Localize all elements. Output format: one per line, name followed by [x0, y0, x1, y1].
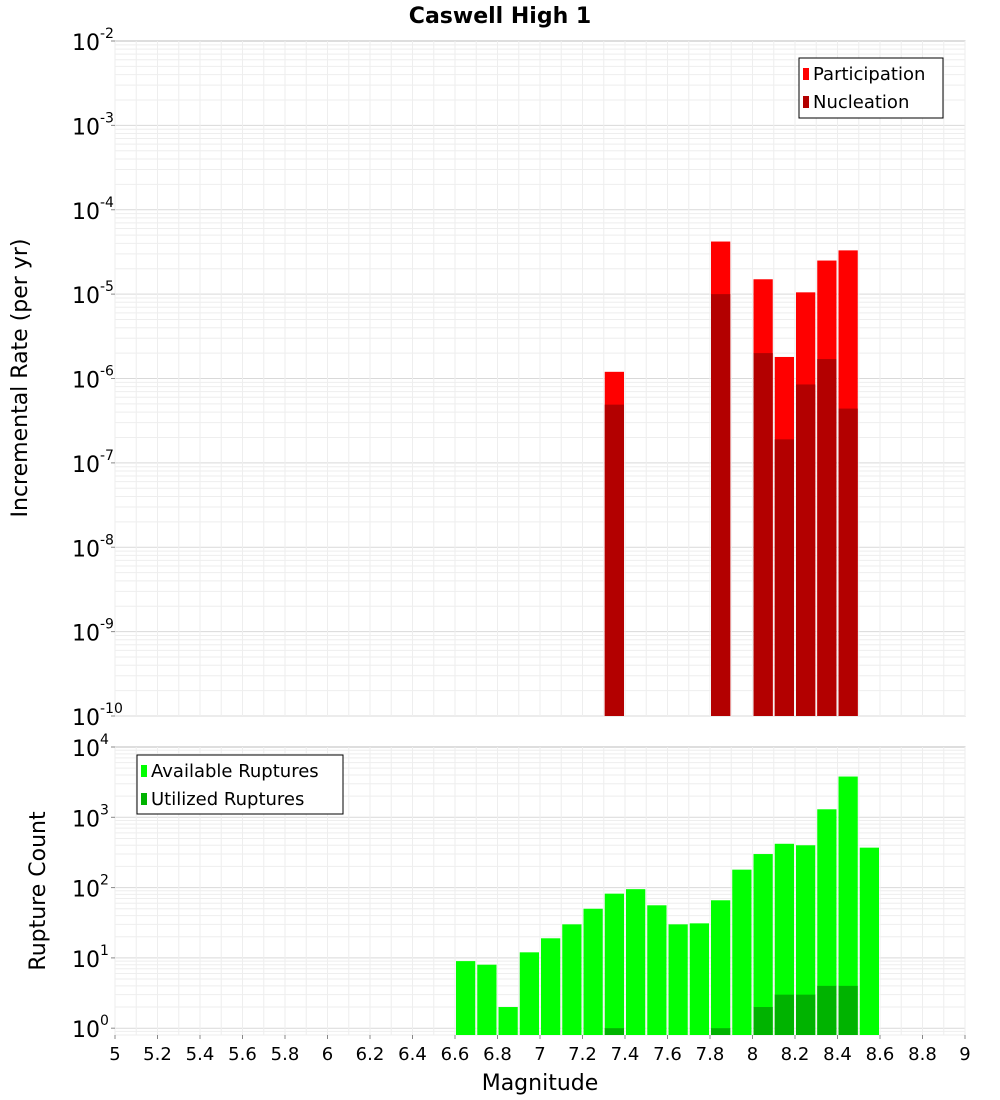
- count-bars: [456, 776, 879, 1035]
- rate-grid: [114, 41, 966, 717]
- bar-available-ruptures: [626, 889, 646, 1035]
- bar-available-ruptures: [774, 843, 794, 1035]
- x-tick-label: 6.4: [398, 1044, 427, 1065]
- bar-available-ruptures: [668, 924, 688, 1035]
- x-tick-label: 7.2: [568, 1044, 597, 1065]
- legend-label: Available Ruptures: [151, 761, 319, 782]
- legend-swatch: [803, 68, 809, 80]
- x-tick-label: 8.4: [823, 1044, 852, 1065]
- bar-utilized-ruptures: [796, 994, 816, 1035]
- bar-nucleation: [753, 353, 773, 716]
- count-panel: 100 101 102 103 104 5 5.2 5.4 5.6 5.8 6 6.2 6.4 6.6 6…: [26, 732, 971, 1096]
- bar-available-ruptures: [859, 847, 879, 1035]
- x-tick-label: 9: [959, 1044, 970, 1065]
- bar-available-ruptures: [796, 845, 816, 1035]
- legend-swatch: [803, 96, 809, 108]
- y-tick-label: 102: [72, 873, 109, 903]
- x-tick-label: 5.6: [228, 1044, 257, 1065]
- bar-available-ruptures: [689, 923, 709, 1035]
- bar-available-ruptures: [604, 893, 624, 1035]
- bar-available-ruptures: [817, 809, 837, 1035]
- bar-utilized-ruptures: [838, 985, 858, 1035]
- rate-y-axis-label: Incremental Rate (per yr): [8, 239, 33, 518]
- bar-available-ruptures: [647, 905, 667, 1035]
- magnitude-x-axis-label: Magnitude: [482, 1071, 599, 1096]
- rate-bars: [604, 241, 858, 717]
- y-tick-label: 10-7: [72, 448, 114, 478]
- x-tick-label: 7.6: [653, 1044, 682, 1065]
- bar-available-ruptures: [732, 869, 752, 1035]
- legend-label: Nucleation: [813, 92, 909, 113]
- bar-available-ruptures: [753, 854, 773, 1035]
- legend-box: [136, 754, 344, 815]
- x-tick-label: 8: [747, 1044, 758, 1065]
- count-y-ticks: 100 101 102 103 104: [72, 732, 115, 1043]
- bar-utilized-ruptures: [774, 994, 794, 1035]
- x-tick-label: 5.4: [186, 1044, 215, 1065]
- x-tick-label: 6.2: [356, 1044, 385, 1065]
- y-tick-label: 103: [72, 802, 109, 832]
- bar-nucleation: [774, 439, 794, 716]
- legend-label: Participation: [813, 64, 925, 85]
- x-tick-label: 5.2: [143, 1044, 172, 1065]
- x-tick-label: 6.6: [441, 1044, 470, 1065]
- y-tick-label: 104: [72, 732, 109, 762]
- bar-available-ruptures: [519, 952, 539, 1035]
- y-tick-label: 10-9: [72, 617, 114, 647]
- y-tick-label: 10-8: [72, 532, 114, 562]
- legend-label: Utilized Ruptures: [151, 789, 304, 810]
- y-tick-label: 10-3: [72, 110, 114, 140]
- y-tick-label: 10-6: [72, 364, 114, 394]
- bar-available-ruptures: [583, 908, 603, 1035]
- bar-nucleation: [711, 294, 731, 716]
- bar-available-ruptures: [456, 961, 476, 1035]
- x-tick-label: 7: [534, 1044, 545, 1065]
- rate-legend: Participation Nucleation: [798, 57, 944, 119]
- bar-utilized-ruptures: [817, 985, 837, 1035]
- magnitude-x-ticks: 5 5.2 5.4 5.6 5.8 6 6.2 6.4 6.6 6.8 7 7.2 7.4 7.6 7.8 8…: [109, 1035, 971, 1065]
- x-tick-label: 6: [322, 1044, 333, 1065]
- bar-available-ruptures: [711, 900, 731, 1035]
- y-tick-label: 100: [72, 1013, 109, 1043]
- count-y-axis-label: Rupture Count: [26, 811, 51, 971]
- legend-swatch: [141, 793, 147, 805]
- legend-box: [798, 57, 944, 119]
- x-tick-label: 5.8: [271, 1044, 300, 1065]
- bar-utilized-ruptures: [604, 1028, 624, 1035]
- y-tick-label: 10-5: [72, 279, 114, 309]
- bar-available-ruptures: [498, 1007, 518, 1035]
- bar-nucleation: [838, 408, 858, 716]
- count-legend: Available Ruptures Utilized Ruptures: [136, 754, 344, 815]
- y-tick-label: 10-4: [72, 195, 114, 225]
- bar-nucleation: [796, 384, 816, 716]
- x-tick-label: 8.8: [908, 1044, 937, 1065]
- bar-available-ruptures: [562, 924, 582, 1035]
- x-tick-label: 8.6: [866, 1044, 895, 1065]
- y-tick-label: 10-10: [72, 701, 123, 731]
- legend-swatch: [141, 765, 147, 777]
- y-tick-label: 101: [72, 943, 109, 973]
- bar-utilized-ruptures: [711, 1028, 731, 1035]
- x-tick-label: 7.4: [611, 1044, 640, 1065]
- bar-nucleation: [817, 359, 837, 716]
- x-tick-label: 5: [109, 1044, 120, 1065]
- rate-panel: 10-10 10-9 10-8 10-7 10-6 10-5 10-4 10-3 10-2 In…: [8, 26, 966, 731]
- x-tick-label: 6.8: [483, 1044, 512, 1065]
- x-tick-label: 8.2: [781, 1044, 810, 1065]
- bar-nucleation: [604, 404, 624, 716]
- y-tick-label: 10-2: [72, 26, 114, 56]
- bar-available-ruptures: [541, 938, 561, 1035]
- chart-title: Caswell High 1: [409, 4, 591, 29]
- x-tick-label: 7.8: [696, 1044, 725, 1065]
- bar-utilized-ruptures: [753, 1007, 773, 1035]
- rate-y-ticks: 10-10 10-9 10-8 10-7 10-6 10-5 10-4 10-3 10-2: [72, 26, 123, 731]
- bar-available-ruptures: [477, 964, 497, 1035]
- bar-available-ruptures: [838, 776, 858, 1035]
